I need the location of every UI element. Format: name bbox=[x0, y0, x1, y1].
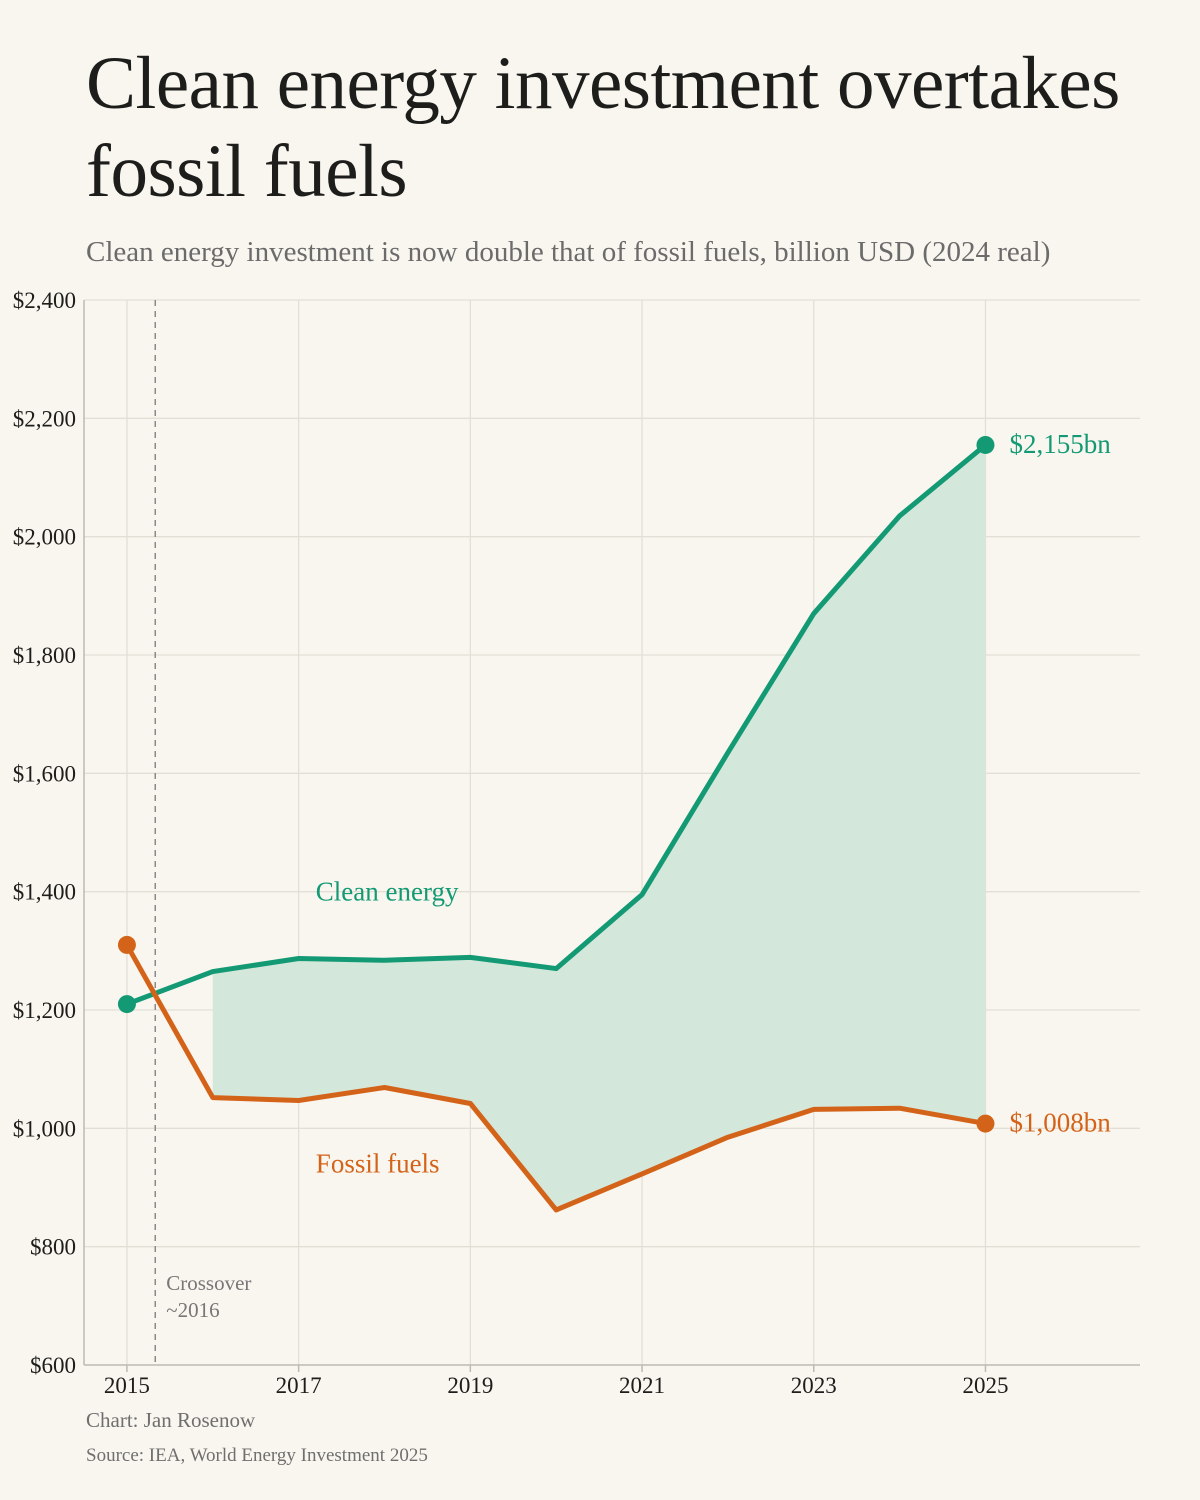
fossil-fuels-series-label: Fossil fuels bbox=[316, 1149, 440, 1179]
crossover-label-year: ~2016 bbox=[166, 1298, 219, 1322]
fossil-fuels-end-point bbox=[976, 1114, 995, 1133]
y-tick-label: $600 bbox=[30, 1353, 76, 1378]
axis-layer: $600 $800 $1,000 $1,200 $1,400 $1,600 $1,800 $2… bbox=[13, 288, 1140, 1398]
chart-title: Clean energy investment overtakes fossil… bbox=[86, 42, 1120, 213]
y-tick-label: $1,200 bbox=[13, 998, 76, 1023]
x-tick-label: 2015 bbox=[104, 1373, 150, 1398]
fossil-fuels-start-point bbox=[117, 935, 136, 954]
chart-source: Source: IEA, World Energy Investment 202… bbox=[86, 1445, 428, 1466]
clean-energy-series-label: Clean energy bbox=[316, 877, 459, 907]
y-tick-label: $2,400 bbox=[13, 288, 76, 313]
y-tick-label: $1,600 bbox=[13, 761, 76, 786]
x-tick-label: 2023 bbox=[791, 1373, 837, 1398]
series-point-layer bbox=[117, 435, 995, 1133]
y-tick-label: $1,800 bbox=[13, 643, 76, 668]
x-tick-label: 2017 bbox=[276, 1373, 322, 1398]
y-tick-label: $2,000 bbox=[13, 525, 76, 550]
x-tick-label: 2021 bbox=[619, 1373, 665, 1398]
y-tick-label: $1,000 bbox=[13, 1116, 76, 1141]
chart-subtitle: Clean energy investment is now double th… bbox=[86, 236, 1051, 268]
crossover-label: Crossover bbox=[166, 1271, 251, 1295]
y-tick-label: $2,200 bbox=[13, 406, 76, 431]
clean-energy-end-label: $2,155bn bbox=[1009, 429, 1111, 459]
gap-fill-layer bbox=[212, 444, 986, 1210]
x-tick-label: 2025 bbox=[962, 1373, 1008, 1398]
crossover-layer: Crossover ~2016 bbox=[154, 300, 251, 1365]
fossil-fuels-line bbox=[124, 942, 988, 1213]
y-tick-label: $800 bbox=[30, 1235, 76, 1260]
clean-energy-line bbox=[124, 442, 988, 1007]
x-tick-label: 2019 bbox=[447, 1373, 493, 1398]
fossil-fuels-end-label: $1,008bn bbox=[1009, 1108, 1111, 1138]
chart-credit: Chart: Jan Rosenow bbox=[86, 1408, 256, 1432]
gap-shaded-area bbox=[212, 444, 986, 1210]
clean-energy-end-point bbox=[976, 435, 995, 454]
y-tick-label: $1,400 bbox=[13, 880, 76, 905]
clean-energy-start-point bbox=[117, 995, 136, 1014]
series-line-layer bbox=[124, 442, 988, 1213]
label-layer: $2,155bn $1,008bn Clean energy Fossil fuels bbox=[316, 429, 1111, 1179]
